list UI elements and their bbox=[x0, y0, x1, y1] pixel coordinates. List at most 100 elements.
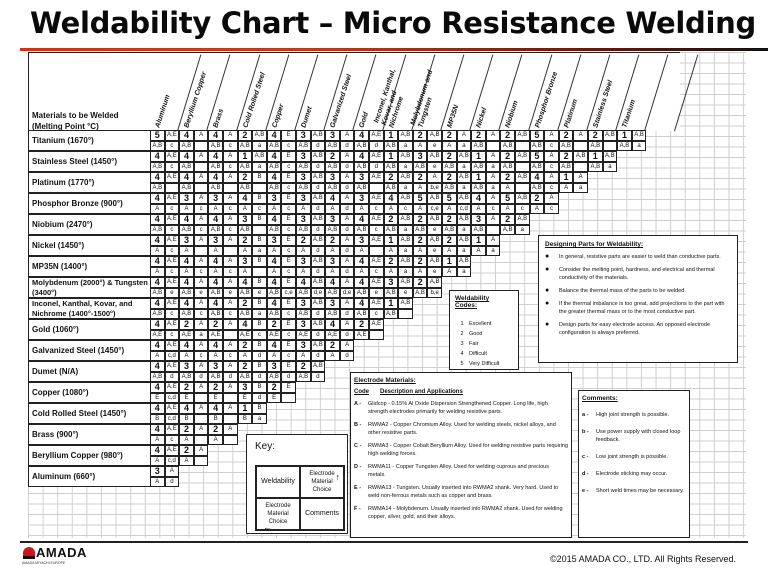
code-number: 3 bbox=[460, 341, 464, 347]
electrode-cell: A,B bbox=[310, 277, 326, 288]
comment-item: a - High joint strength is possible. bbox=[582, 411, 686, 419]
comments-panel: Comments: a - High joint strength is poss… bbox=[578, 390, 690, 538]
electrode-cell: A bbox=[339, 151, 355, 162]
electrode-desc: Glidcop - 0.15% Al Oxide Dispersion Stre… bbox=[368, 401, 548, 415]
weldability-cell: 2 bbox=[208, 319, 223, 330]
electrode-desc: RWMA14 - Molybdenum. Usually inserted in… bbox=[368, 506, 563, 520]
comment-cell: d bbox=[193, 371, 209, 382]
weldability-cell: 3 bbox=[237, 214, 253, 225]
weldability-cell: 4 bbox=[237, 193, 253, 204]
comment-cell bbox=[223, 245, 238, 256]
weldability-cell: 2 bbox=[442, 130, 457, 141]
electrode-cell: E bbox=[281, 340, 296, 351]
weldability-cell: 4 bbox=[150, 151, 165, 162]
electrode-cell: A,B bbox=[310, 214, 326, 225]
row-label: Aluminum (660°) bbox=[28, 466, 150, 487]
comment-cell: c bbox=[223, 308, 238, 319]
weldability-cell: 2 bbox=[208, 382, 223, 393]
weldability-cell: 2 bbox=[325, 235, 340, 246]
comment-cell bbox=[223, 392, 238, 403]
electrode-cell: A bbox=[193, 256, 209, 267]
comment-cell: c bbox=[281, 308, 296, 319]
weldability-cell: 4 bbox=[354, 277, 369, 288]
comment-code: d - bbox=[582, 471, 589, 477]
comment-cell bbox=[252, 224, 267, 235]
electrode-cell: A bbox=[223, 382, 238, 393]
electrode-cell: E bbox=[266, 392, 282, 403]
amada-logo-icon bbox=[23, 546, 35, 559]
electrode-cell: A,B bbox=[398, 256, 413, 267]
column-divider bbox=[644, 54, 669, 132]
electrode-cell: B bbox=[252, 298, 267, 309]
electrode-cell: A,B bbox=[325, 161, 340, 172]
comment-cell: e bbox=[427, 245, 442, 256]
weldability-cell: 5 bbox=[150, 130, 165, 141]
electrode-cell: A,E bbox=[369, 277, 384, 288]
comment-cell: d bbox=[339, 308, 355, 319]
electrode-cell: A,B bbox=[208, 140, 223, 151]
column-header: Galvanized Steel bbox=[329, 73, 354, 129]
weldability-cell: 2 bbox=[266, 319, 282, 330]
electrode-cell: B bbox=[252, 172, 267, 183]
electrode-cell: A bbox=[442, 203, 457, 214]
electrode-cell: A,B bbox=[456, 172, 472, 183]
comment-text: Electrode sticking may occur. bbox=[596, 471, 668, 477]
electrode-cell: A,B bbox=[237, 140, 253, 151]
electrode-cell: E bbox=[281, 256, 296, 267]
electrode-cell: A,B bbox=[412, 287, 428, 298]
electrode-cell: A,B bbox=[456, 256, 472, 267]
comment-cell: c bbox=[515, 203, 530, 214]
comment-cell bbox=[193, 434, 209, 445]
electrode-cell: A,B bbox=[150, 371, 165, 382]
electrode-cell: A,B bbox=[354, 287, 369, 298]
weldability-cell: 4 bbox=[179, 340, 194, 351]
comment-cell: c bbox=[369, 266, 384, 277]
electrode-cell: B bbox=[252, 382, 267, 393]
comment-cell: d bbox=[281, 371, 296, 382]
comment-cell bbox=[369, 245, 384, 256]
weldability-cell: 4 bbox=[150, 319, 165, 330]
comment-cell: c bbox=[164, 140, 180, 151]
weldability-cell: 5 bbox=[412, 193, 428, 204]
comment-cell: c bbox=[164, 245, 180, 256]
comment-cell: a bbox=[398, 161, 413, 172]
electrode-cell: A,B bbox=[602, 151, 618, 162]
electrode-cell: A bbox=[471, 203, 486, 214]
electrode-cell: A,B bbox=[515, 214, 530, 225]
title-rule bbox=[20, 48, 768, 51]
weldability-cell: 4 bbox=[237, 319, 253, 330]
weldability-cell: 3 bbox=[266, 235, 282, 246]
electrode-cell: A bbox=[485, 172, 501, 183]
electrode-cell: A bbox=[442, 245, 457, 256]
design-tip-item: ● Design parts for easy electrode access.… bbox=[545, 321, 731, 337]
comment-cell: c bbox=[223, 140, 238, 151]
electrode-item: F - RWMA14 - Molybdenum. Usually inserted… bbox=[354, 505, 568, 521]
weldability-cell: 3 bbox=[354, 172, 369, 183]
key-electrode-bottom: Electrode Material Choice ← bbox=[256, 498, 300, 532]
comment-cell: d bbox=[252, 392, 267, 403]
weldability-cell: 3 bbox=[296, 130, 311, 141]
comment-cell bbox=[252, 266, 267, 277]
comment-cell: d bbox=[252, 350, 267, 361]
comment-cell: c bbox=[369, 308, 384, 319]
electrode-cell: A bbox=[383, 203, 399, 214]
electrode-cell: A bbox=[339, 319, 355, 330]
weldability-cell: 2 bbox=[442, 151, 457, 162]
electrode-cell: B bbox=[252, 193, 267, 204]
weldability-cell: 4 bbox=[266, 214, 282, 225]
electrode-cell: A,E bbox=[164, 424, 180, 435]
electrode-cell: A bbox=[412, 182, 428, 193]
electrode-cell: A bbox=[339, 340, 355, 351]
weldability-cell: 4 bbox=[325, 277, 340, 288]
electrode-cell: A,B bbox=[310, 151, 326, 162]
electrode-cell: A,B bbox=[427, 130, 442, 141]
electrode-cell: A,B bbox=[150, 140, 165, 151]
comment-cell: c bbox=[193, 308, 209, 319]
weldability-cell: 3 bbox=[179, 235, 194, 246]
electrode-cell: A bbox=[193, 382, 209, 393]
electrode-cell: B bbox=[252, 235, 267, 246]
comment-cell bbox=[193, 140, 209, 151]
weldability-cell: 4 bbox=[179, 214, 194, 225]
electrode-cell: A,B bbox=[150, 308, 165, 319]
electrode-cell: A,B bbox=[383, 161, 399, 172]
